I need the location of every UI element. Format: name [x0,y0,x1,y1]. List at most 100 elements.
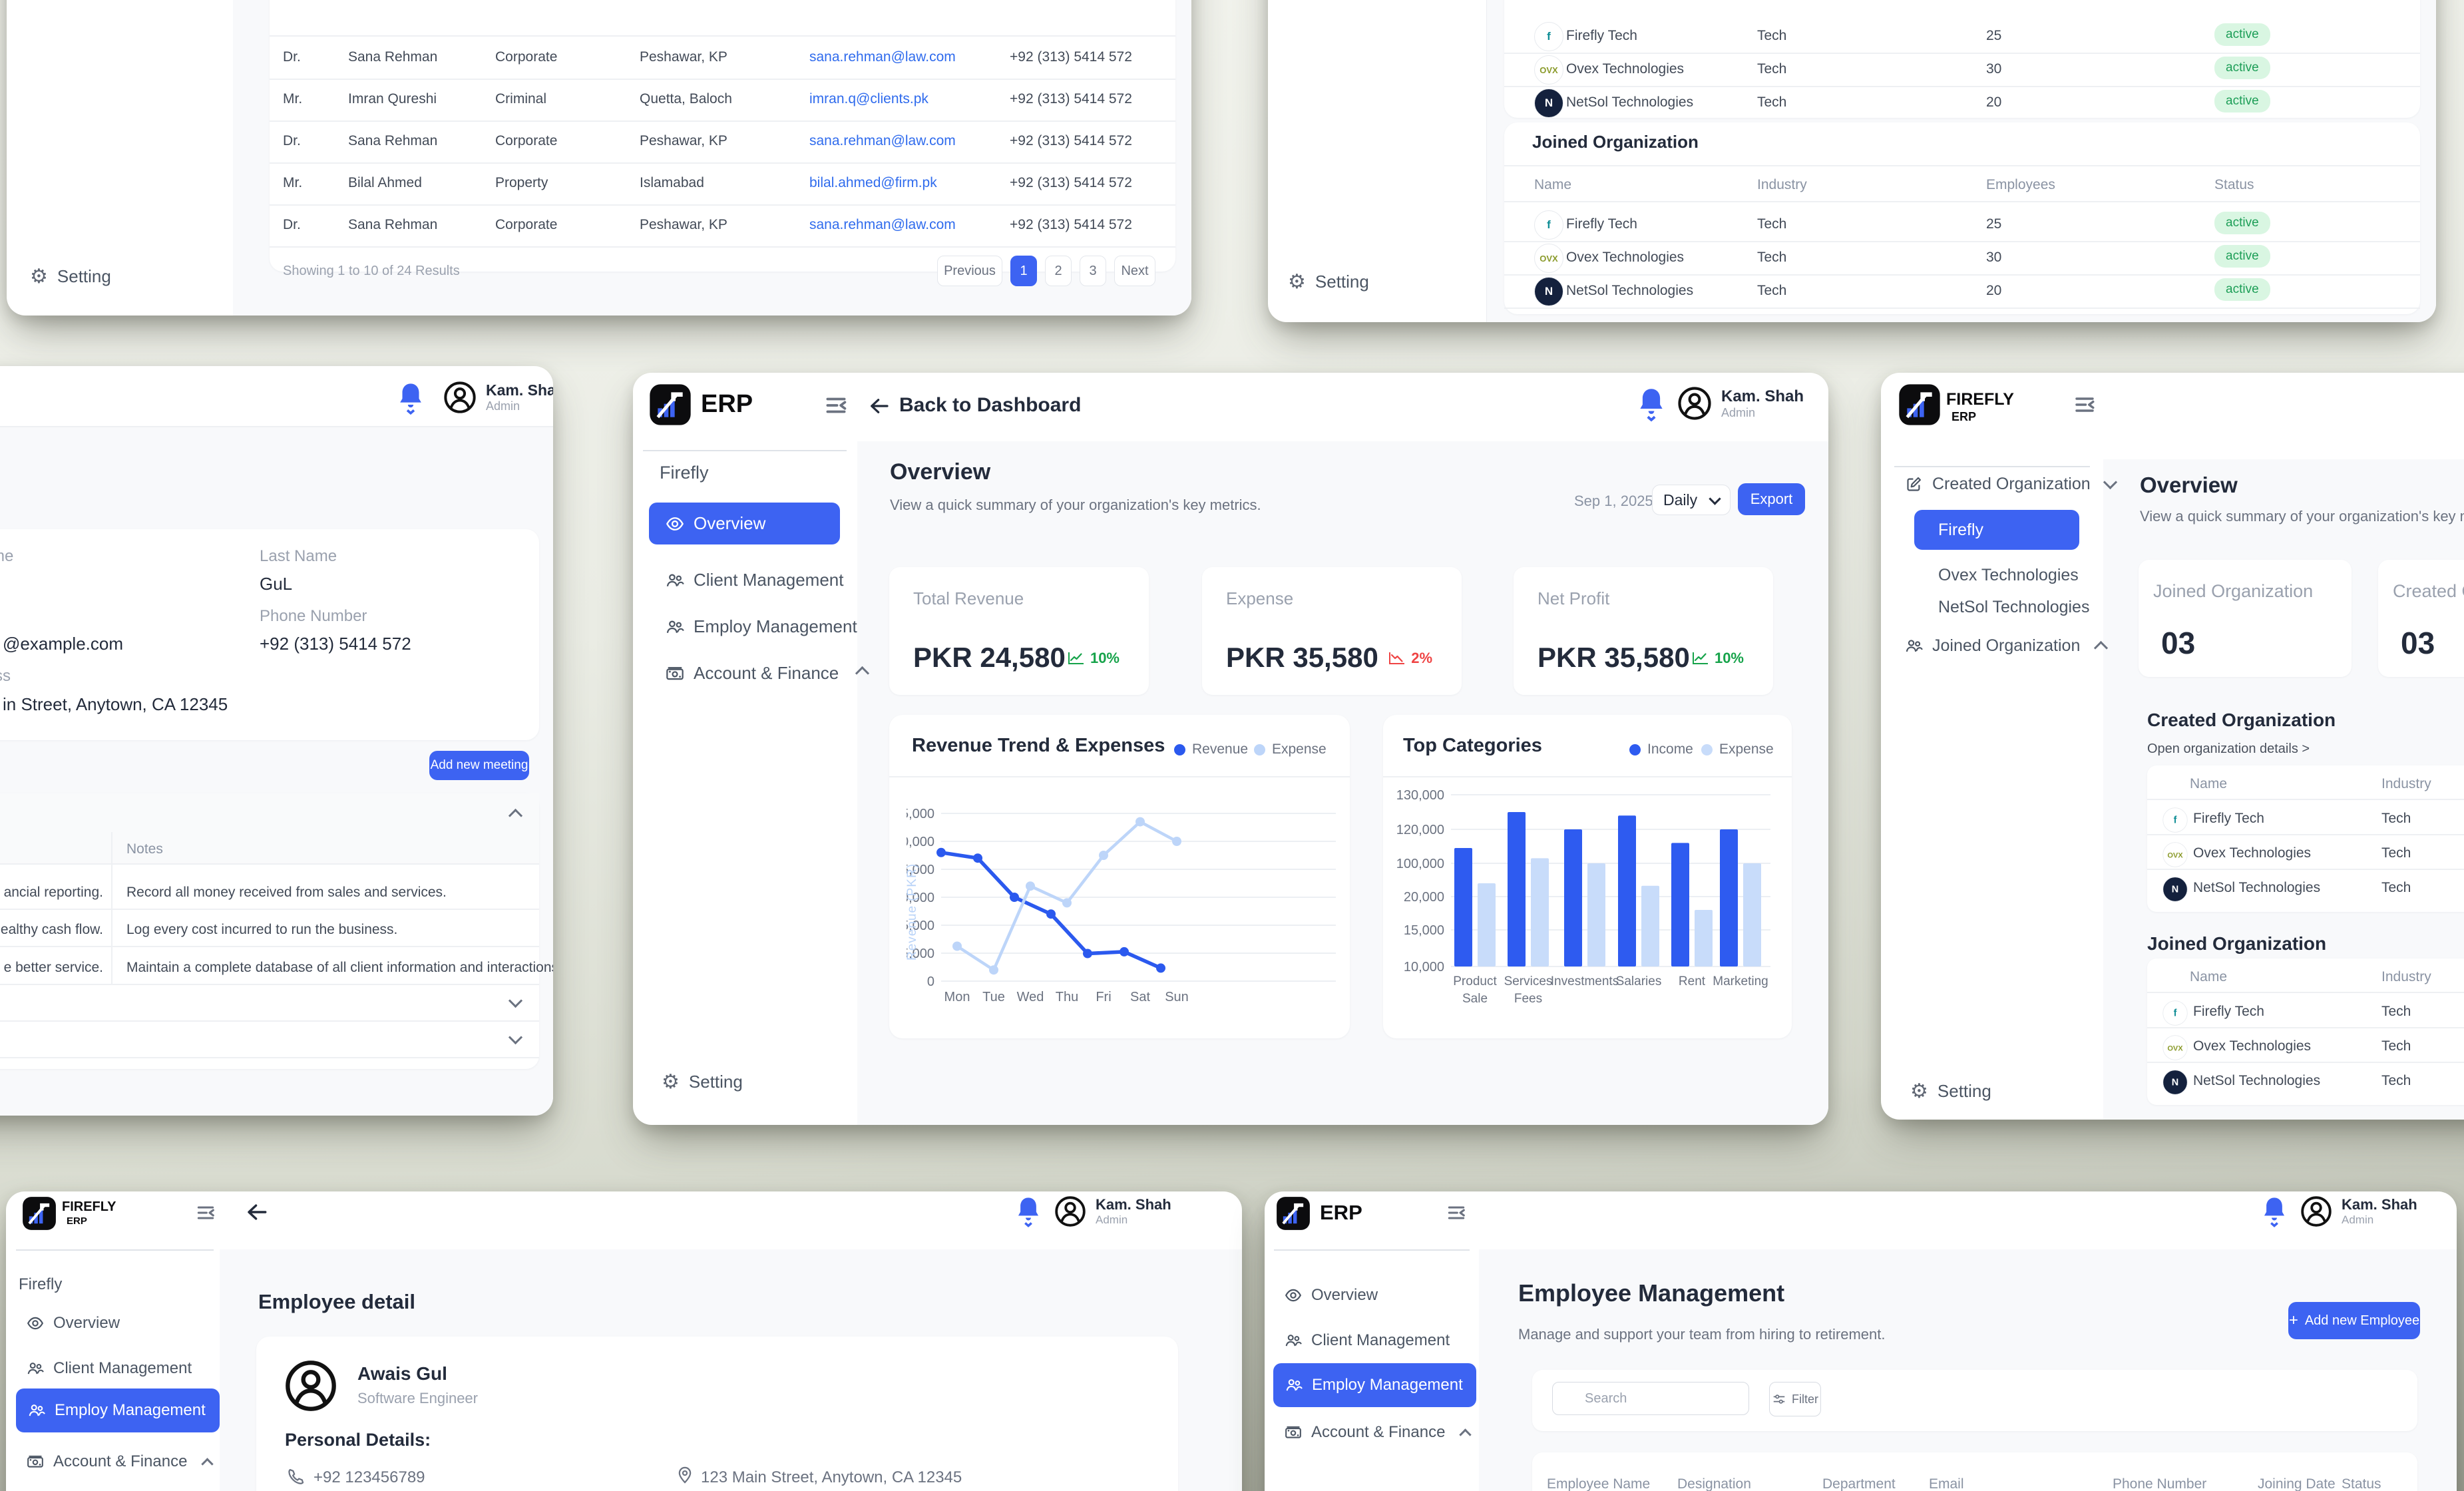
stat-label: Created Organization [2393,581,2464,601]
employee-role: Software Engineer [357,1390,478,1406]
sidebar-subitem-ovex[interactable]: Ovex Technologies [1938,566,2079,584]
metric-label: Net Profit [1538,588,1610,608]
client-phone: +92 (313) 5414 572 [1010,175,1132,190]
eye-icon [666,515,684,533]
svg-text:Services: Services [1504,974,1553,988]
metric-value: PKR 35,580 [1226,642,1378,673]
sidebar-collapse-button[interactable] [823,393,849,418]
back-arrow-icon[interactable] [246,1201,268,1223]
sidebar-item-overview[interactable]: Overview [1285,1286,1378,1305]
panel-employee-detail: FIREFLY ERP Kam. Shah Admin Firefly Over… [6,1191,1242,1491]
client-email-link[interactable]: imran.q@clients.pk [809,91,928,106]
email-value: @example.com [3,634,124,654]
sidebar-item-overview[interactable]: Overview [649,503,840,544]
page-3-button[interactable]: 3 [1080,256,1106,286]
note-left-fragment: e better service. [3,960,103,975]
settings-label: Setting [1315,272,1369,292]
client-email-link[interactable]: sana.rehman@law.com [809,49,956,65]
svg-text:120,000: 120,000 [1396,823,1444,837]
settings-nav-item[interactable]: ⚙ Setting [662,1072,743,1092]
personal-details-heading: Personal Details: [285,1430,431,1450]
accordion-header-collapsed[interactable] [0,1020,539,1057]
sidebar-item-employ-management[interactable]: Employ Management [1273,1363,1476,1407]
client-email-link[interactable]: sana.rehman@law.com [809,133,956,148]
people-icon [666,618,684,636]
sidebar-item-account-finance[interactable]: Account & Finance [666,663,870,684]
open-org-details-link[interactable]: Open organization details > [2147,742,2310,756]
sidebar-collapse-button[interactable] [1446,1202,1467,1223]
accordion-header-expanded[interactable] [0,793,539,832]
org-employees: 20 [1986,95,2002,110]
range-select[interactable]: Daily [1652,485,1731,515]
client-phone: +92 (313) 5414 572 [1010,133,1132,148]
cash-icon [27,1453,44,1470]
chevron-up-icon [201,1457,214,1470]
notifications-bell[interactable] [2262,1195,2287,1227]
back-to-dashboard-link[interactable]: Back to Dashboard [899,394,1082,416]
stat-value: 03 [2401,626,2435,660]
export-button[interactable]: Export [1738,483,1805,515]
svg-text:Thu: Thu [1056,990,1078,1004]
settings-nav-item[interactable]: ⚙ Setting [30,266,111,287]
brand-name: FIREFLY [1946,390,2014,409]
user-menu[interactable]: Kam. Shah Admin [1054,1195,1171,1227]
user-role: Admin [2342,1213,2374,1226]
sidebar-subitem-firefly[interactable]: Firefly [1914,510,2079,550]
sidebar-item-created-organization[interactable]: Created Organization [1905,475,2117,494]
brand-name: FIREFLY [62,1199,116,1214]
notifications-bell[interactable] [1637,386,1665,422]
org-industry: Tech [1757,216,1787,232]
sidebar-item-employ-management[interactable]: Employ Management [16,1388,220,1432]
pagination: Previous 1 2 3 Next [937,256,1155,286]
sidebar-item-client-management[interactable]: Client Management [27,1359,192,1378]
settings-nav-item[interactable]: ⚙ Setting [1910,1081,1991,1102]
user-menu[interactable]: Kam. Shah Admin [2300,1195,2417,1227]
client-email-link[interactable]: bilal.ahmed@firm.pk [809,175,937,190]
user-menu[interactable]: Kam. Shah Admin [443,381,553,414]
sidebar-item-account-finance[interactable]: Account & Finance [27,1452,214,1471]
page-1-button[interactable]: 1 [1010,256,1037,286]
panel-clients-list: ⚙ Setting Dr. Sana Rehman Corporate Pesh… [7,0,1191,316]
back-arrow-icon[interactable] [869,395,890,417]
legend-item: Expense [1254,742,1327,757]
sidebar-subitem-netsol[interactable]: NetSol Technologies [1938,598,2090,616]
search-input[interactable] [1552,1382,1749,1415]
firefly-erp-logo [1276,1196,1311,1231]
sidebar-collapse-button[interactable] [195,1202,216,1223]
add-new-meeting-button[interactable]: Add new meeting [429,751,529,780]
top-categories-bar-chart: 10,000 15,000 20,000 100,000 120,000 130,000 P… [1396,788,1770,1006]
sidebar-item-employ-management[interactable]: Employ Management [666,616,857,637]
org-name: NetSol Technologies [1566,283,1694,298]
user-menu[interactable]: Kam. Shah Admin [1677,386,1804,421]
accordion-header-collapsed[interactable] [0,984,539,1020]
joined-orgs-mini-table: Name Industry Firefly Tech Tech Ovex Tec… [2147,958,2464,1105]
settings-nav-item[interactable]: ⚙ Setting [1288,272,1369,292]
next-page-button[interactable]: Next [1114,256,1155,286]
sidebar-collapse-button[interactable] [2073,393,2097,417]
sidebar-item-label: Employ Management [694,616,857,636]
filter-button[interactable]: Filter [1769,1382,1821,1416]
sidebar-item-label: Employ Management [1312,1376,1463,1394]
sidebar-item-client-management[interactable]: Client Management [666,570,843,590]
user-role: Admin [486,399,520,413]
eye-icon [1285,1287,1302,1304]
sidebar-item-overview[interactable]: Overview [27,1314,120,1333]
org-industry: Tech [2381,1038,2411,1054]
add-new-employee-button[interactable]: + Add new Employee [2288,1302,2420,1339]
address-value: in Street, Anytown, CA 12345 [3,694,228,714]
previous-page-button[interactable]: Previous [937,256,1002,286]
people-icon [1905,637,1923,655]
client-email-link[interactable]: sana.rehman@law.com [809,217,956,232]
sidebar-item-account-finance[interactable]: Account & Finance [1285,1423,1472,1442]
legend-dot [1254,744,1265,755]
notifications-bell[interactable] [1016,1195,1041,1227]
sidebar-item-client-management[interactable]: Client Management [1285,1331,1450,1350]
legend-label: Expense [1719,742,1774,757]
sidebar-item-joined-organization[interactable]: Joined Organization [1905,636,2109,656]
sidebar-item-label: Overview [694,513,766,533]
notifications-bell[interactable] [397,381,424,415]
page-2-button[interactable]: 2 [1045,256,1072,286]
org-industry: Tech [1757,95,1787,110]
org-industry: Tech [2381,880,2411,895]
column-header-employees: Employees [1986,177,2055,192]
